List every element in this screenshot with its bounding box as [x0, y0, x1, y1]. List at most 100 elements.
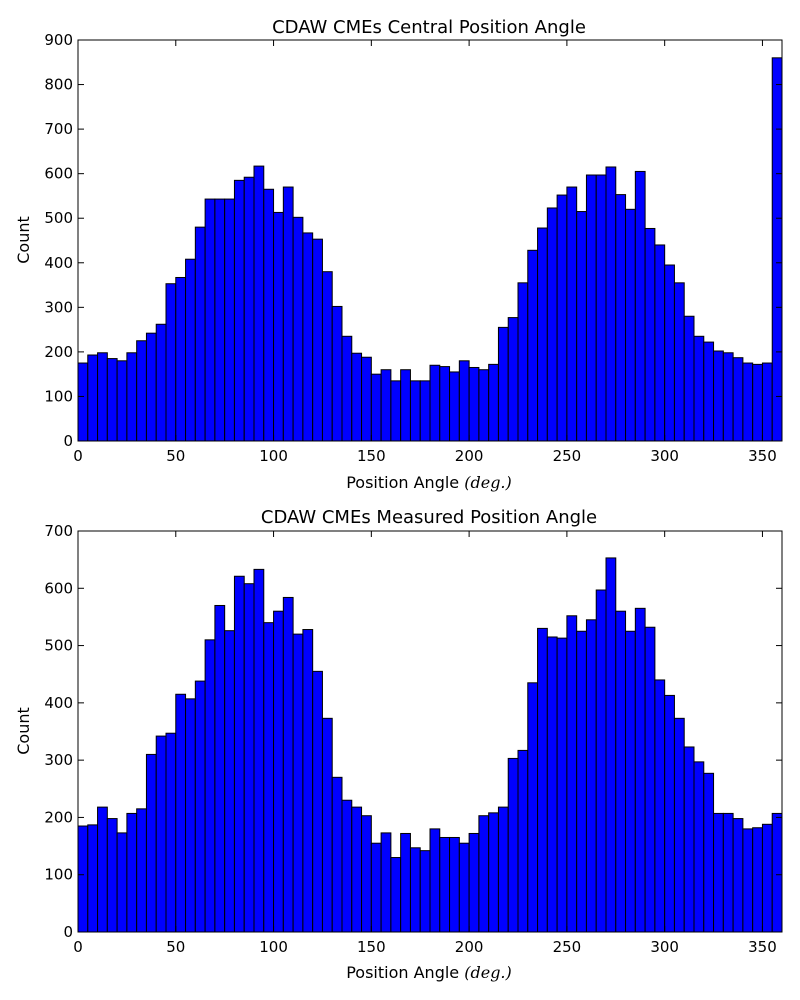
histogram-bar: [175, 276, 187, 442]
histogram-bar: [390, 857, 402, 933]
histogram-bar: [126, 352, 138, 442]
histogram-bar: [527, 682, 539, 933]
histogram-bar: [97, 806, 108, 933]
histogram-bar: [136, 808, 147, 933]
histogram-bar: [664, 264, 675, 442]
y-tick-label: 400: [44, 694, 73, 712]
histogram-bar: [546, 636, 558, 933]
histogram-bar: [468, 366, 480, 442]
histogram-bar: [409, 847, 421, 933]
histogram-bar: [615, 194, 627, 442]
histogram-bar: [165, 732, 177, 933]
y-tick-label: 500: [44, 637, 73, 655]
y-tick-label: 600: [44, 579, 73, 597]
histogram-bar: [155, 323, 167, 442]
y-tick-label: 900: [44, 31, 73, 49]
histogram-bar: [722, 812, 734, 933]
y-tick-label: 0: [63, 923, 73, 941]
histogram-bar: [605, 166, 617, 442]
histogram-bar: [224, 630, 235, 933]
histogram-bar: [273, 211, 284, 442]
y-ticks: 0 100 200 300 400 500 600 700 800 900: [44, 31, 782, 450]
histogram-bar: [576, 211, 587, 442]
y-tick-label: 300: [44, 751, 73, 769]
histogram-bar: [400, 369, 411, 442]
histogram-bar: [87, 354, 99, 442]
x-axis-label: Position Angle (deg.): [346, 963, 512, 982]
chart-central-position-angle: CDAW CMEs Central Position Angle 0 50 100 1…: [14, 17, 783, 492]
histogram-bar: [752, 827, 763, 933]
histogram-bar: [507, 757, 519, 933]
histogram-bar: [644, 227, 656, 442]
histogram-bar: [155, 735, 167, 933]
y-tick-label: 500: [44, 209, 73, 227]
histogram-bar: [771, 57, 783, 442]
histogram-bar: [380, 369, 392, 442]
histogram-bar: [625, 208, 636, 442]
histogram-bar: [224, 198, 235, 442]
x-tick-label: 0: [73, 938, 83, 956]
y-tick-label: 300: [44, 298, 73, 316]
histogram-bar: [321, 271, 333, 442]
histogram-bar: [361, 356, 372, 442]
histogram-bar: [233, 179, 245, 442]
histogram-bar: [703, 341, 715, 442]
histogram-bar: [282, 186, 294, 442]
histogram-bar: [263, 622, 275, 933]
y-tick-label: 100: [44, 866, 73, 884]
histogram-bar: [116, 832, 128, 933]
histogram-bar: [370, 842, 382, 933]
histogram-bar: [409, 380, 421, 442]
histogram-bar: [439, 836, 451, 933]
histogram-bar: [585, 619, 597, 933]
chart-title: CDAW CMEs Central Position Angle: [272, 17, 586, 38]
x-tick-label: 100: [259, 938, 288, 956]
histogram-bar: [664, 694, 675, 933]
histogram-bar: [282, 596, 294, 933]
histogram-bar: [468, 832, 480, 933]
histogram-bar: [419, 850, 431, 933]
histogram-bar: [566, 186, 578, 442]
histogram-bar: [263, 188, 275, 442]
histogram-bar: [615, 610, 627, 933]
histogram-bar: [145, 753, 157, 933]
histogram-bar: [478, 369, 490, 442]
histogram-bar: [527, 249, 539, 442]
y-tick-label: 400: [44, 254, 73, 272]
histogram-bar: [478, 815, 490, 933]
histogram-bar: [145, 332, 157, 442]
x-ticks: 0 50 100 150 200 250 300 350: [73, 40, 777, 465]
histogram-bar: [194, 680, 206, 933]
histogram-bar: [302, 629, 314, 933]
histogram-bar: [77, 362, 89, 442]
histogram-bar: [693, 761, 705, 933]
y-ticks: 0 100 200 300 400 500 600 700: [44, 522, 782, 941]
histogram-bar: [253, 165, 265, 442]
histogram-bar: [243, 176, 255, 442]
histogram-bar: [713, 350, 724, 442]
histogram-bar: [732, 357, 744, 442]
histogram-bar: [556, 194, 568, 442]
histogram-bar: [761, 362, 773, 442]
histogram-bar: [312, 238, 323, 442]
histogram-bar: [683, 746, 695, 933]
histogram-bar: [204, 198, 216, 442]
x-tick-label: 50: [166, 938, 185, 956]
histogram-bar: [312, 670, 323, 933]
histogram-bar: [458, 842, 470, 933]
x-tick-label: 100: [259, 447, 288, 465]
histogram-bar: [273, 610, 284, 933]
histogram-bar: [732, 818, 744, 933]
histogram-bar: [742, 362, 754, 442]
histogram-bar: [136, 340, 147, 442]
y-tick-label: 700: [44, 120, 73, 138]
x-tick-label: 50: [166, 447, 185, 465]
histogram-bar: [214, 604, 226, 933]
histogram-bar: [390, 380, 402, 442]
histogram-bar: [419, 380, 431, 442]
histogram-bar: [449, 836, 460, 933]
chart-measured-position-angle: CDAW CMEs Measured Position Angle 0 50 100…: [14, 507, 783, 982]
histogram-bar: [693, 335, 705, 442]
histogram-bar: [165, 283, 177, 442]
histogram-bar: [507, 317, 519, 442]
